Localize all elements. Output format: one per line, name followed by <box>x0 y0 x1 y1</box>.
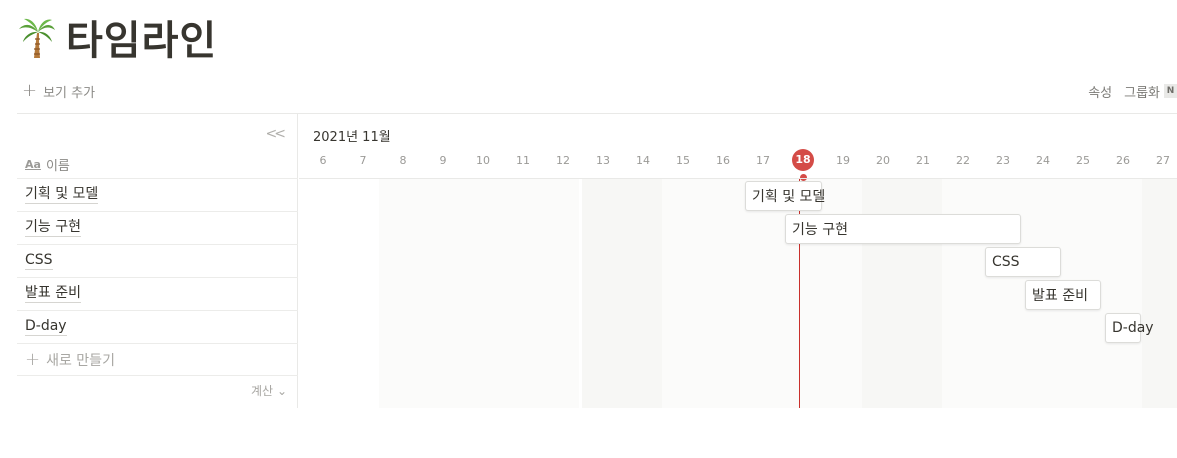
page-title: 타임라인 <box>66 18 218 64</box>
row-title: CSS <box>25 252 53 270</box>
day-label: 17 <box>756 154 770 167</box>
view-options: 속성 그룹화 N <box>1076 80 1177 102</box>
new-row-label: 새로 만들기 <box>46 352 115 369</box>
timeline-bar[interactable]: 기획 및 모델 <box>745 181 826 211</box>
row-title: 기능 구현 <box>25 219 81 237</box>
properties-button[interactable]: 속성 <box>1088 85 1113 101</box>
text-property-icon: Aa <box>25 157 41 171</box>
day-label: 20 <box>876 154 890 167</box>
timeline-bar[interactable]: 발표 준비 <box>1025 280 1101 310</box>
day-label: 22 <box>956 154 970 167</box>
today-line <box>799 178 800 408</box>
weekend-band <box>582 179 662 408</box>
day-label: 21 <box>916 154 930 167</box>
table-row[interactable]: 기획 및 모델 <box>17 178 298 211</box>
group-button[interactable]: 그룹화 <box>1124 85 1160 101</box>
day-label: 6 <box>319 154 327 167</box>
plus-icon: + <box>22 80 38 101</box>
day-label: 24 <box>1036 154 1050 167</box>
timeline-bar[interactable]: CSS <box>985 247 1061 277</box>
notion-badge: N <box>1164 84 1177 98</box>
day-label: 14 <box>636 154 650 167</box>
timeline-header-divider <box>299 178 1177 179</box>
chevron-down-icon: ⌄ <box>276 384 287 398</box>
timeline-bar-label: 기획 및 모델 <box>752 189 826 205</box>
table-row[interactable]: CSS <box>17 244 298 277</box>
month-label: 2021년 11월 <box>313 130 391 145</box>
timeline-bar-label: CSS <box>992 254 1020 270</box>
add-view-label: 보기 추가 <box>43 85 96 101</box>
add-view-button[interactable]: + 보기 추가 <box>22 80 95 102</box>
divider <box>17 113 1177 114</box>
timeline-bar-label: D-day <box>1112 320 1154 336</box>
day-label: 23 <box>996 154 1010 167</box>
palm-tree-icon[interactable] <box>18 15 56 59</box>
row-title: D-day <box>25 318 67 336</box>
calculate-label: 계산 <box>251 384 274 398</box>
day-label: 15 <box>676 154 690 167</box>
day-label: 13 <box>596 154 610 167</box>
day-label: 26 <box>1116 154 1130 167</box>
weekday-band <box>379 179 579 408</box>
day-label: 25 <box>1076 154 1090 167</box>
day-label: 10 <box>476 154 490 167</box>
table-panel: << Aa 이름 기획 및 모델 기능 구현 CSS 발표 준비 D-day +… <box>17 114 298 408</box>
page-header: 타임라인 <box>18 12 217 64</box>
day-label: 19 <box>836 154 850 167</box>
table-row[interactable]: D-day <box>17 310 298 343</box>
day-label: 7 <box>359 154 367 167</box>
day-label: 8 <box>399 154 407 167</box>
table-row[interactable]: 발표 준비 <box>17 277 298 310</box>
day-label: 11 <box>516 154 530 167</box>
day-label: 27 <box>1156 154 1170 167</box>
name-column-header[interactable]: Aa 이름 <box>25 154 70 174</box>
table-rows: 기획 및 모델 기능 구현 CSS 발표 준비 D-day + 새로 만들기 <box>17 178 298 376</box>
table-row[interactable]: 기능 구현 <box>17 211 298 244</box>
timeline-bar[interactable]: 기능 구현 <box>785 214 1021 244</box>
new-row-button[interactable]: + 새로 만들기 <box>17 343 298 376</box>
day-label: 16 <box>716 154 730 167</box>
calculate-dropdown[interactable]: 계산 ⌄ <box>251 382 287 399</box>
row-title: 발표 준비 <box>25 285 81 303</box>
weekend-band <box>1142 179 1177 408</box>
collapse-panel-icon[interactable]: << <box>265 126 287 142</box>
today-dot <box>799 174 807 181</box>
name-header-label: 이름 <box>45 158 70 174</box>
today-marker: 18 <box>792 149 814 171</box>
timeline-bar-label: 발표 준비 <box>1032 288 1088 304</box>
timeline-bar-label: 기능 구현 <box>792 222 848 238</box>
row-title: 기획 및 모델 <box>25 186 99 204</box>
view-toolbar: + 보기 추가 속성 그룹화 N <box>0 80 1177 102</box>
timeline-bar[interactable]: D-day <box>1105 313 1154 343</box>
plus-icon: + <box>25 348 41 370</box>
day-label: 9 <box>439 154 447 167</box>
timeline-area: 6 7 8 9 10 11 12 13 14 15 16 17 18 19 20 21 22 23 24 25 26 27… <box>299 114 1177 408</box>
day-label: 12 <box>556 154 570 167</box>
